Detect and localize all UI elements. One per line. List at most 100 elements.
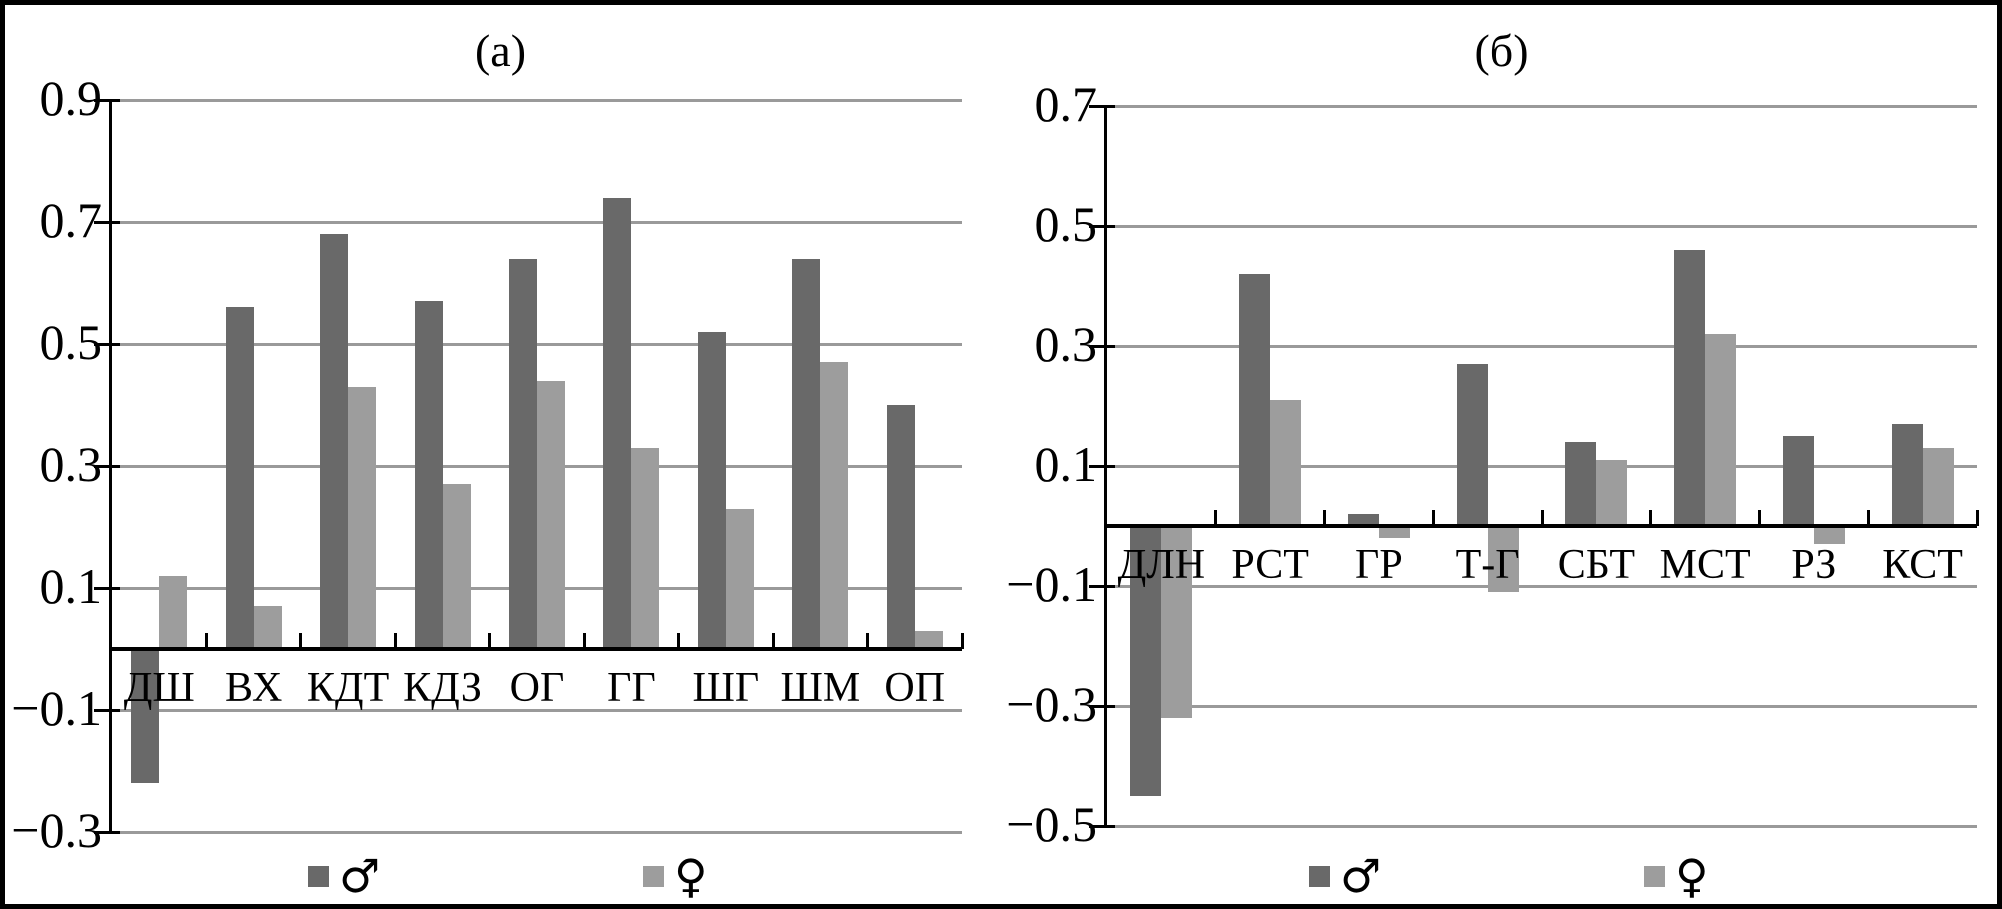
category-label-РСТ: РСТ — [1231, 542, 1309, 588]
gridline-−0.1 — [112, 709, 962, 712]
bar-male-ДШ — [131, 649, 160, 784]
gridline-0.9 — [112, 99, 962, 102]
bar-female-ГГ — [631, 447, 660, 649]
y-axis-tick — [94, 221, 120, 224]
category-label-ВХ: ВХ — [225, 665, 283, 711]
y-tick-label: 0.7 — [39, 192, 103, 248]
gridline-−0.5 — [1107, 825, 1977, 828]
bar-female-РЗ — [1813, 526, 1845, 544]
y-tick-label: −0.5 — [1006, 796, 1097, 852]
legend-male-item: ♂ — [1309, 852, 1381, 900]
bar-female-МСТ — [1705, 334, 1737, 526]
legend-male-item: ♂ — [308, 852, 380, 900]
y-axis-line — [109, 99, 112, 833]
gridline-−0.3 — [112, 831, 962, 834]
y-tick-label: 0.1 — [39, 558, 103, 614]
gridline-0.5 — [1107, 225, 1977, 228]
y-axis-tick — [94, 587, 120, 590]
bar-female-ОП — [914, 630, 943, 649]
y-tick-label: −0.3 — [1006, 676, 1097, 732]
female-symbol-icon: ♀ — [674, 849, 708, 903]
y-tick-label: 0.1 — [1034, 436, 1098, 492]
category-label-ГР: ГР — [1355, 542, 1403, 588]
bar-male-Т-Г — [1456, 364, 1488, 526]
y-axis-tick — [1089, 465, 1115, 468]
y-axis-tick — [1089, 825, 1115, 828]
x-axis-tick — [582, 633, 586, 649]
y-tick-label: 0.3 — [1034, 316, 1098, 372]
gridline-0.1 — [1107, 465, 1977, 468]
bar-male-СБТ — [1565, 442, 1597, 526]
category-label-ШГ: ШГ — [692, 665, 760, 711]
bar-female-ШМ — [820, 362, 849, 649]
y-axis-tick — [94, 343, 120, 346]
x-axis-tick — [771, 633, 775, 649]
x-axis-tick — [1540, 510, 1544, 526]
bar-female-ДШ — [159, 575, 188, 649]
bar-male-ОГ — [509, 258, 537, 649]
gridline-−0.3 — [1107, 705, 1977, 708]
male-symbol-icon: ♂ — [339, 849, 381, 903]
y-axis-tick — [1089, 585, 1115, 588]
category-label-Т-Г: Т-Г — [1455, 542, 1520, 588]
male-symbol-icon: ♂ — [1340, 849, 1382, 903]
bar-male-ГГ — [603, 197, 632, 649]
x-axis-tick — [1975, 510, 1979, 526]
x-axis-tick — [1649, 510, 1653, 526]
legend-female-item: ♀ — [643, 852, 708, 900]
x-axis-tick — [204, 633, 208, 649]
bar-female-ДЛН — [1161, 526, 1193, 718]
male-swatch-icon — [1309, 865, 1330, 887]
chart-b: (б) 0.7 0.5 0.3 0.1 −0.1 −0.3 −0.5 ДЛН РСТ ГР Т-Г С… — [1001, 0, 2002, 909]
y-axis-tick — [1089, 225, 1115, 228]
bar-female-СБТ — [1596, 460, 1628, 526]
x-axis-tick — [677, 633, 681, 649]
y-tick-label: 0.3 — [39, 436, 103, 492]
female-swatch-icon — [643, 865, 664, 887]
category-label-ОП: ОП — [884, 665, 946, 711]
chart-a: (а) 0.9 0.7 0.5 0.3 0.1 −0.1 −0.3 ДШ ВХ КДТ КДЗ ОГ Г… — [11, 25, 964, 900]
x-axis-tick — [866, 633, 870, 649]
bar-male-ШМ — [792, 258, 821, 649]
y-axis-tick — [94, 831, 120, 834]
category-label-ГГ: ГГ — [607, 665, 656, 711]
y-tick-label: −0.1 — [1006, 556, 1097, 612]
bar-male-КДЗ — [414, 301, 443, 649]
category-label-РЗ: РЗ — [1791, 542, 1837, 588]
category-label-КДТ: КДТ — [306, 665, 390, 711]
category-label-ШМ: ШМ — [780, 665, 861, 711]
gridline-−0.1 — [1107, 585, 1977, 588]
category-label-ДШ: ДШ — [123, 665, 195, 711]
bar-female-КДЗ — [442, 484, 471, 649]
bar-female-ШГ — [725, 508, 754, 649]
y-axis-tick — [1089, 705, 1115, 708]
chart-a-title: (а) — [474, 25, 527, 76]
bar-male-КСТ — [1891, 424, 1923, 526]
y-tick-label: 0.5 — [1034, 196, 1098, 252]
x-axis-tick — [1866, 510, 1870, 526]
y-axis-tick — [94, 709, 120, 712]
category-label-СБТ: СБТ — [1557, 542, 1635, 588]
bar-male-КДТ — [320, 234, 349, 649]
x-axis-tick — [1214, 510, 1218, 526]
bar-male-МСТ — [1674, 250, 1706, 526]
bar-female-ГР — [1378, 526, 1410, 538]
x-axis-tick — [299, 633, 303, 649]
female-symbol-icon: ♀ — [1675, 849, 1709, 903]
bar-female-КСТ — [1922, 448, 1954, 526]
x-axis-tick — [960, 633, 964, 649]
bar-female-РСТ — [1270, 400, 1302, 526]
gridline-0.7 — [1107, 105, 1977, 108]
y-axis-line — [1104, 105, 1107, 827]
female-swatch-icon — [1644, 865, 1665, 887]
category-label-ДЛН: ДЛН — [1117, 542, 1206, 588]
bar-female-КДТ — [348, 386, 377, 649]
male-swatch-icon — [308, 865, 329, 887]
bar-male-РСТ — [1239, 274, 1271, 526]
bar-male-ВХ — [225, 307, 254, 649]
x-axis-tick — [1758, 510, 1761, 526]
y-axis-tick — [1089, 345, 1115, 348]
y-axis-tick — [94, 99, 120, 102]
category-label-МСТ: МСТ — [1659, 542, 1751, 588]
bar-female-Т-Г — [1487, 526, 1519, 592]
